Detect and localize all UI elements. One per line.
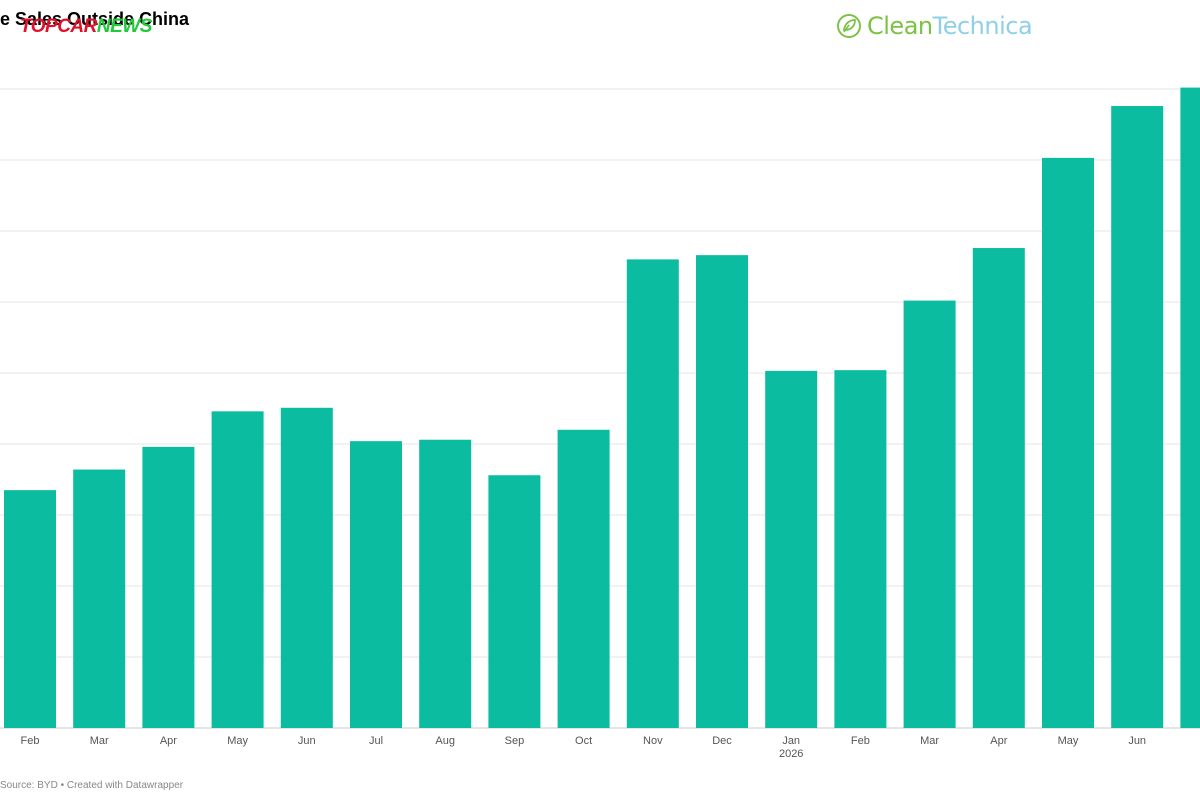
x-tick-label: Sep	[505, 735, 525, 747]
bar	[1042, 157, 1094, 728]
x-tick-label: Jun	[1128, 735, 1146, 747]
x-tick-label: Oct	[575, 735, 592, 747]
chart-title: e Sales Outside China	[0, 9, 190, 29]
bar	[626, 259, 679, 728]
x-tick-label: Apr	[990, 735, 1007, 747]
bar	[696, 255, 748, 728]
bar	[557, 429, 610, 728]
bar	[834, 370, 887, 728]
topcarnews-watermark: TOPCARNEWS	[20, 16, 152, 38]
source-note: Source: BYD • Created with Datawrapper	[0, 780, 184, 791]
bar	[1111, 106, 1164, 729]
x-tick-label: Jun	[298, 735, 316, 747]
bar	[350, 441, 402, 728]
x-tick-label: Dec	[712, 735, 732, 747]
logo-text: CleanTechnica	[867, 12, 1033, 40]
bar	[488, 475, 541, 728]
bar	[765, 370, 818, 728]
x-tick-label: Feb	[21, 735, 40, 747]
x-tick-label: Apr	[160, 735, 177, 747]
x-axis-labels: Feb Mar Apr May Jun Jul Aug Sep Oct Nov Dec Jan2026…	[21, 735, 1147, 760]
x-tick-label: Mar	[90, 735, 109, 747]
bar	[142, 446, 195, 728]
x-tick-label: May	[227, 735, 248, 747]
bars	[4, 87, 1200, 729]
bar	[972, 248, 1025, 729]
bar	[211, 411, 264, 728]
bar	[4, 490, 56, 728]
watermark-part1: TOPCAR	[20, 16, 97, 37]
leaf-plug-icon	[837, 14, 861, 38]
bar	[73, 469, 126, 728]
x-tick-label: Jan	[782, 735, 800, 747]
bar	[1180, 87, 1200, 728]
bar	[280, 407, 333, 728]
x-tick-year-label: 2026	[779, 748, 803, 760]
bar	[419, 439, 472, 728]
x-tick-label: Aug	[435, 735, 455, 747]
watermark-part2: NEWS	[96, 16, 153, 37]
x-tick-label: Mar	[920, 735, 939, 747]
logo-text-part2: Technica	[932, 12, 1033, 40]
x-tick-label: May	[1058, 735, 1079, 747]
x-tick-label: Jul	[369, 735, 383, 747]
x-tick-label: Feb	[851, 735, 870, 747]
bar	[903, 300, 956, 728]
logo-text-part1: Clean	[867, 12, 933, 40]
x-tick-label: Nov	[643, 735, 663, 747]
cleantechnica-logo: CleanTechnica	[836, 12, 1033, 40]
